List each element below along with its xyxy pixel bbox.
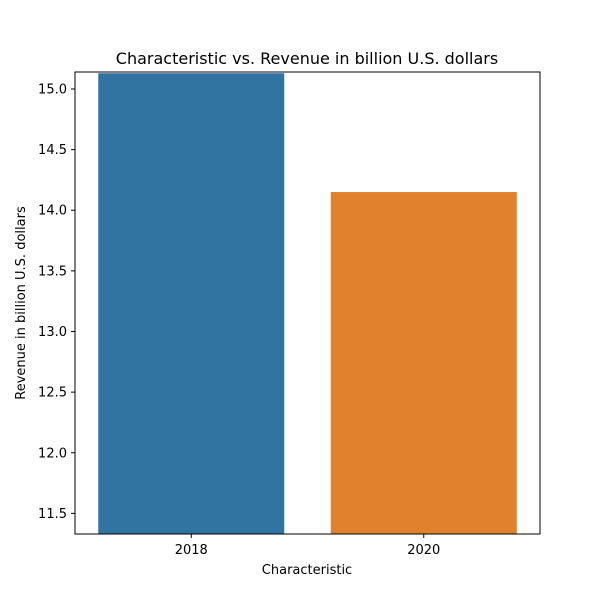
y-tick-label: 15.0	[38, 82, 67, 97]
y-tick-label: 14.0	[38, 204, 67, 219]
y-tick-label: 13.0	[38, 325, 67, 340]
x-axis-label: Characteristic	[262, 563, 352, 578]
y-tick-label: 12.5	[38, 386, 67, 401]
y-tick-label: 14.5	[38, 143, 67, 158]
y-axis: 11.5 12.0 12.5 13.0 13.5 14.0 14.5 15.0	[38, 82, 75, 522]
bar-2020	[330, 192, 517, 534]
y-tick-label: 12.0	[38, 446, 67, 461]
y-tick-label: 13.5	[38, 264, 67, 279]
chart-title: Characteristic vs. Revenue in billion U.…	[116, 49, 498, 68]
plot-frame	[74, 71, 541, 535]
x-axis: 2018 2020	[175, 534, 440, 558]
y-tick-label: 11.5	[38, 507, 67, 522]
plot-area	[98, 73, 517, 535]
x-tick-label: 2018	[175, 543, 208, 558]
x-tick-label: 2020	[407, 543, 440, 558]
bar-2018	[98, 73, 285, 535]
y-axis-label: Revenue in billion U.S. dollars	[14, 206, 29, 400]
